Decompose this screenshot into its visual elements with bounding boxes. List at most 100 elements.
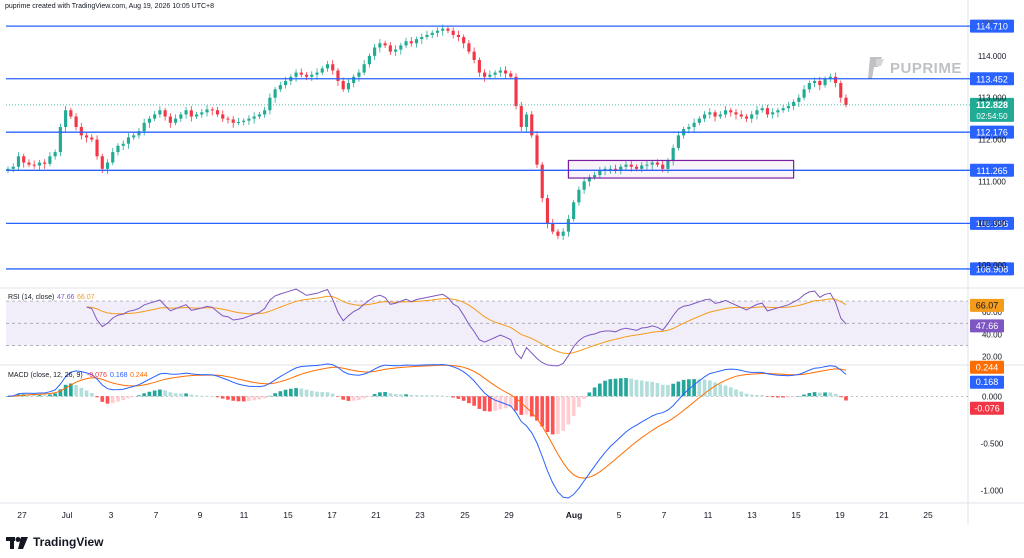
candle-body xyxy=(153,114,157,119)
candle-body xyxy=(524,114,529,127)
tradingview-brand[interactable]: TradingView xyxy=(6,535,103,549)
macd-histogram-bar xyxy=(723,385,728,397)
candle-body xyxy=(467,43,471,52)
macd-histogram-bar xyxy=(168,392,173,397)
x-tick-label: 7 xyxy=(154,510,159,520)
macd-signal-value: 0.244 xyxy=(130,372,148,379)
level-label-bg xyxy=(970,72,1014,86)
candle-body xyxy=(530,114,534,136)
candle-body xyxy=(713,112,717,117)
macd-histogram-bar xyxy=(367,396,372,397)
price-tick: 113.000 xyxy=(978,94,1007,103)
macd-histogram-bar xyxy=(786,396,791,398)
macd-histogram-bar xyxy=(707,380,712,397)
macd-title: MACD (close, 12, 26, 9) xyxy=(8,372,83,379)
macd-histogram-bar xyxy=(613,378,618,397)
candle-body xyxy=(797,97,801,102)
macd-line xyxy=(7,363,847,499)
macd-histogram-bar xyxy=(278,391,283,397)
macd-histogram-bar xyxy=(262,396,267,399)
level-label-bg xyxy=(970,163,1014,177)
candle-body xyxy=(441,28,445,31)
candle-body xyxy=(598,170,602,176)
macd-histogram-bar xyxy=(69,383,73,397)
candle-body xyxy=(205,109,209,113)
candle-body xyxy=(551,223,555,232)
macd-histogram-bar xyxy=(378,392,382,397)
candle-body xyxy=(231,119,235,123)
candle-body xyxy=(179,114,183,119)
candle-body xyxy=(226,118,230,120)
macd-histogram-bar xyxy=(121,396,126,401)
candle-body xyxy=(399,45,403,50)
candle-body xyxy=(189,110,193,117)
rsi-last-label: 47.66 xyxy=(976,321,999,331)
candle-body xyxy=(257,114,261,117)
candle-body xyxy=(200,112,204,115)
macd-histogram-bar xyxy=(63,384,68,397)
macd-histogram-bar xyxy=(220,396,225,399)
candle-body xyxy=(388,45,392,52)
candle-body xyxy=(781,108,785,111)
macd-histogram-bar xyxy=(131,396,136,397)
range-box xyxy=(567,159,795,179)
candle-body xyxy=(760,108,764,111)
candle-body xyxy=(320,68,324,73)
macd-histogram-bar xyxy=(257,396,262,400)
macd-pane: MACD (close, 12, 26, 9) -0.076 0.168 0.244 xyxy=(6,363,968,499)
candle-body xyxy=(32,164,36,166)
candle-body xyxy=(352,76,356,84)
candle-body xyxy=(90,137,94,140)
candle-body xyxy=(519,106,523,127)
candle-body xyxy=(336,70,340,81)
candle-body xyxy=(666,160,670,169)
candle-body xyxy=(718,114,722,117)
candle-body xyxy=(310,74,314,77)
macd-histogram-bar xyxy=(639,380,644,397)
candle-body xyxy=(823,78,827,86)
candle-body xyxy=(462,37,466,44)
macd-histogram-bar xyxy=(645,381,649,397)
candle-body xyxy=(503,70,508,74)
candle-body xyxy=(540,164,544,199)
candle-body xyxy=(121,143,125,146)
x-tick-label: 23 xyxy=(415,510,425,520)
candle-body xyxy=(509,73,513,77)
macd-tick: 0.000 xyxy=(982,392,1003,401)
macd-histogram-bar xyxy=(325,392,330,397)
macd-histogram-bar xyxy=(587,392,592,397)
candle-body xyxy=(771,112,775,115)
macd-histogram-bar xyxy=(838,396,843,398)
macd-histogram-bar xyxy=(608,379,613,397)
candle-body xyxy=(105,162,110,169)
candle-body xyxy=(739,114,743,117)
axes: 114.710 113.452 112.176 111.265 109.996 108.9… xyxy=(17,19,1014,520)
candle-body xyxy=(645,164,649,166)
x-tick-label: 19 xyxy=(835,510,845,520)
candle-body xyxy=(483,72,487,77)
candle-body xyxy=(493,72,497,75)
candle-body xyxy=(566,219,570,232)
macd-histogram-bar xyxy=(210,396,215,397)
x-tick-label: 21 xyxy=(879,510,889,520)
macd-histogram-bar xyxy=(189,394,194,397)
macd-histogram-bar xyxy=(32,395,37,397)
candle-body xyxy=(242,120,246,122)
candle-body xyxy=(284,80,288,86)
price-tick: 114.000 xyxy=(978,52,1007,61)
macd-histogram-bar xyxy=(179,393,183,397)
macd-histogram-bar xyxy=(247,396,251,401)
rsi-line xyxy=(86,288,847,367)
macd-histogram-bar xyxy=(304,389,309,397)
candle-body xyxy=(676,135,680,148)
macd-histogram-bar xyxy=(341,396,346,400)
candle-body xyxy=(750,114,754,119)
candle-body xyxy=(640,165,644,169)
candle-body xyxy=(629,164,633,167)
macd-histogram-bar xyxy=(671,383,675,397)
candle-body xyxy=(174,118,178,123)
macd-histogram-bar xyxy=(629,378,634,397)
macd-signal-label-bg xyxy=(970,360,1004,374)
macd-histogram-bar xyxy=(27,394,31,397)
